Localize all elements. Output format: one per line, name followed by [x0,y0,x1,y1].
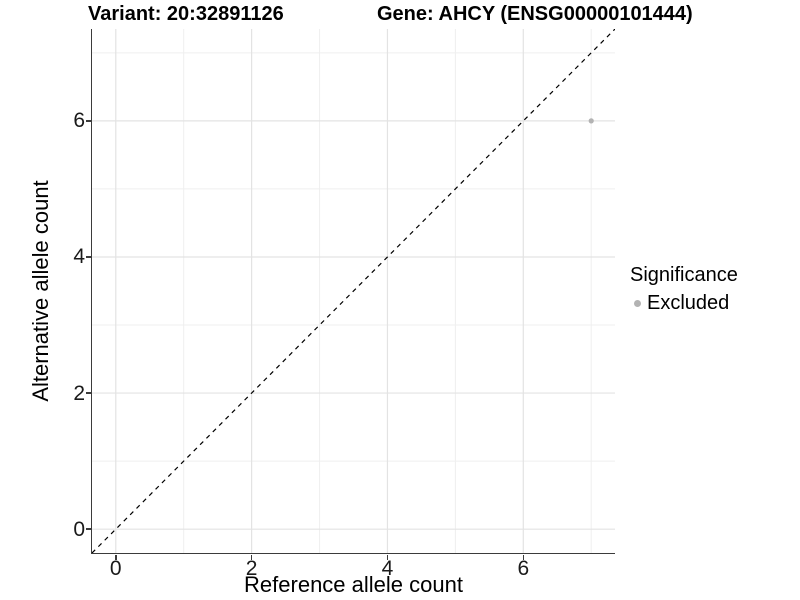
x-tick-label: 4 [381,557,394,580]
y-axis-title: Alternative allele count [28,180,53,402]
y-tick-mark [85,256,91,258]
x-tick-label: 0 [109,557,122,580]
y-tick-mark [85,392,91,394]
x-tick-mark [115,554,117,560]
plot-title-variant: Variant: 20:32891126 [88,3,284,25]
x-tick-mark [386,554,389,560]
plot-canvas [91,29,615,553]
legend-item-label: Excluded [647,292,730,314]
y-tick-mark [85,528,91,530]
legend-point-icon [634,300,641,307]
x-tick-label: 2 [245,557,258,580]
data-point [588,118,594,124]
legend-title: Significance [630,264,738,286]
x-tick-label: 6 [517,557,530,580]
plot-title-gene: Gene: AHCY (ENSG00000101444) [377,3,693,25]
y-tick-label: 6 [73,109,85,133]
x-tick-mark [250,554,253,560]
legend: Significance Excluded [630,264,738,315]
plot-panel [90,29,615,554]
x-tick-mark [522,554,525,560]
y-tick-label: 0 [73,517,85,541]
legend-item-excluded: Excluded [630,292,738,315]
x-axis-title: Reference allele count [244,572,463,597]
y-tick-label: 4 [73,245,85,269]
y-tick-label: 2 [73,381,85,405]
identity-line [91,29,615,553]
y-tick-mark [85,120,91,122]
